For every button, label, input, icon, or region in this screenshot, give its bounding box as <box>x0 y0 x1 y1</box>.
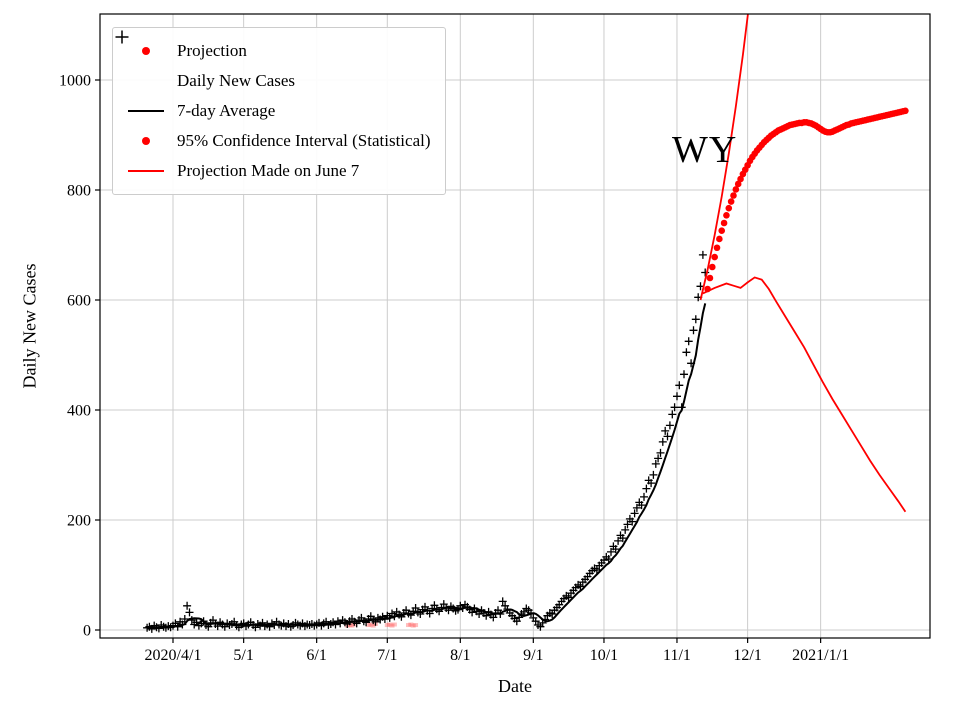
projection-dot <box>716 235 723 243</box>
projection-dot <box>706 274 714 282</box>
legend-item-7day-average: 7-day Average <box>123 96 431 126</box>
plot-border <box>99 13 931 639</box>
state-annotation: WY <box>672 129 738 171</box>
ci-faded-mark <box>368 622 374 627</box>
y-tick-label: 800 <box>67 183 91 200</box>
black-line-icon <box>123 110 169 112</box>
x-tick-label: 12/1 <box>733 647 761 664</box>
legend: Projection Daily New Cases 7-day Average… <box>112 27 446 195</box>
projection-dot <box>718 227 726 234</box>
ci-faded-mark <box>408 622 414 627</box>
red-dot-icon <box>123 47 169 55</box>
ci-faded-mark <box>410 623 416 628</box>
projection-dot <box>727 198 735 205</box>
legend-label-daily-new-cases: Daily New Cases <box>177 71 296 90</box>
june7-projection-line <box>702 276 907 513</box>
series-group <box>143 14 909 633</box>
ci-faded-mark <box>384 623 390 628</box>
x-tick-label: 2020/4/1 <box>145 647 202 664</box>
y-tick-label: 1000 <box>59 73 91 90</box>
y-tick-label: 0 <box>83 623 91 640</box>
red-dot-icon <box>123 137 169 145</box>
ci-faded-mark <box>349 623 355 628</box>
ci-faded-mark <box>370 623 376 628</box>
x-tick-label: 2021/1/1 <box>792 647 849 664</box>
y-tick-label: 400 <box>67 403 91 420</box>
projection-dot <box>732 186 740 193</box>
seven-day-average-line <box>146 303 707 629</box>
projection-dot <box>730 192 737 199</box>
red-line-icon <box>123 170 169 172</box>
projection-dot <box>734 180 742 188</box>
legend-label-june7-projection: Projection Made on June 7 <box>177 161 360 180</box>
ci-faded-mark <box>413 623 419 628</box>
x-tick-label: 7/1 <box>377 647 397 664</box>
ci-faded-mark <box>391 622 397 627</box>
legend-item-daily-new-cases: Daily New Cases <box>115 30 431 96</box>
projection-dot <box>725 204 733 212</box>
june7-upper-line <box>699 14 749 301</box>
projection-dot <box>708 263 716 271</box>
ci-faded-mark <box>387 622 393 627</box>
legend-item-june7-projection: Projection Made on June 7 <box>123 156 431 186</box>
legend-label-7day-average: 7-day Average <box>177 101 276 120</box>
legend-label-confidence-interval: 95% Confidence Interval (Statistical) <box>177 131 431 150</box>
legend-label-projection: Projection <box>177 41 247 60</box>
x-tick-label: 5/1 <box>233 647 253 664</box>
legend-item-projection: Projection <box>123 36 431 66</box>
projection-dot <box>713 244 721 252</box>
y-tick-label: 200 <box>67 513 91 530</box>
projection-dot <box>704 285 711 293</box>
x-tick-label: 6/1 <box>306 647 326 664</box>
projection-dot <box>723 212 730 219</box>
projection-dot <box>711 253 718 261</box>
y-tick-label: 600 <box>67 293 91 310</box>
ci-faded-mark <box>365 623 371 628</box>
projection-dot <box>737 175 744 183</box>
x-tick-label: 11/1 <box>663 647 691 664</box>
x-tick-label: 10/1 <box>590 647 618 664</box>
daily-new-cases-markers <box>143 250 710 633</box>
projection-dot <box>902 107 909 115</box>
projection-dot <box>720 219 728 227</box>
ci-faded-mark <box>389 623 395 628</box>
x-tick-label: 9/1 <box>523 647 543 664</box>
legend-item-confidence-interval: 95% Confidence Interval (Statistical) <box>123 126 431 156</box>
y-axis-label: Daily New Cases <box>19 263 40 389</box>
x-axis-label: Date <box>498 676 532 696</box>
ci-faded-mark <box>406 623 411 628</box>
x-tick-label: 8/1 <box>450 647 470 664</box>
